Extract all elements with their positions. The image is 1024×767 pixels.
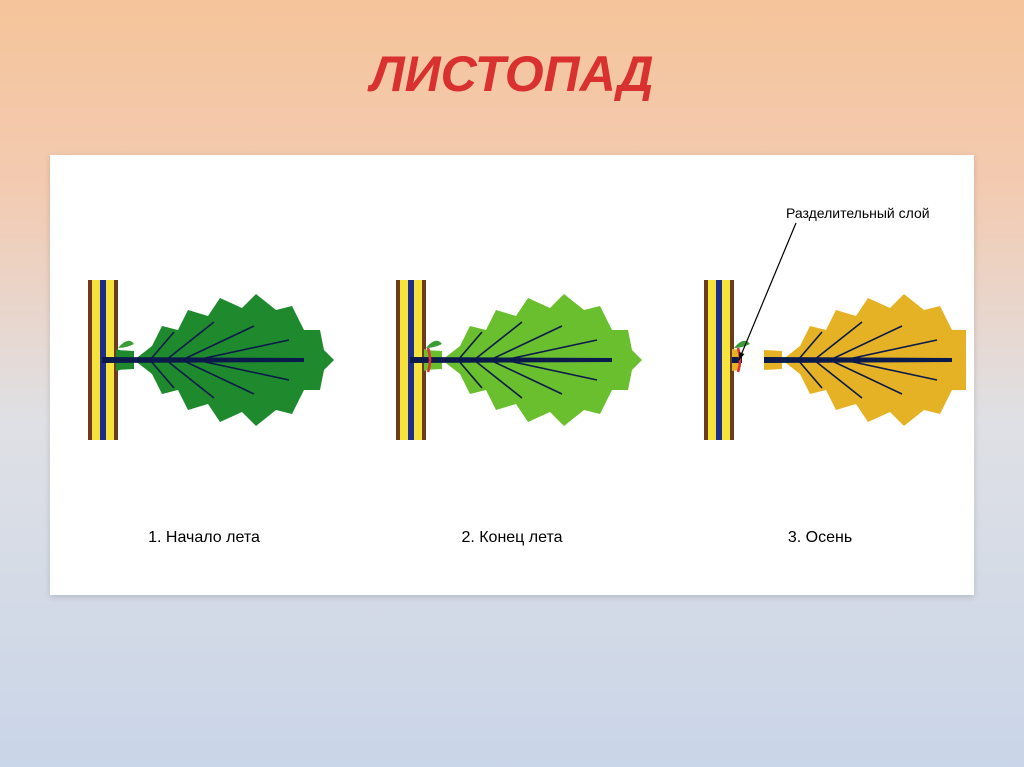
page-title: ЛИСТОПАД xyxy=(0,0,1024,103)
leaf-diagram-1 xyxy=(70,250,350,490)
leaf-diagram-2 xyxy=(378,250,658,490)
stage-autumn: Разделительный слой 3. Осень xyxy=(666,155,974,595)
stage-caption: 1. Начало лета xyxy=(50,529,358,547)
stage-early-summer: 1. Начало лета xyxy=(50,155,358,595)
stage-caption: 2. Конец лета xyxy=(358,529,666,547)
diagram-panel: 1. Начало лета 2. Конец лета Разделитель… xyxy=(50,155,974,595)
leaf-diagram-3 xyxy=(686,250,966,490)
annotation-text: Разделительный слой xyxy=(786,205,930,221)
stage-late-summer: 2. Конец лета xyxy=(358,155,666,595)
stage-caption: 3. Осень xyxy=(666,529,974,547)
